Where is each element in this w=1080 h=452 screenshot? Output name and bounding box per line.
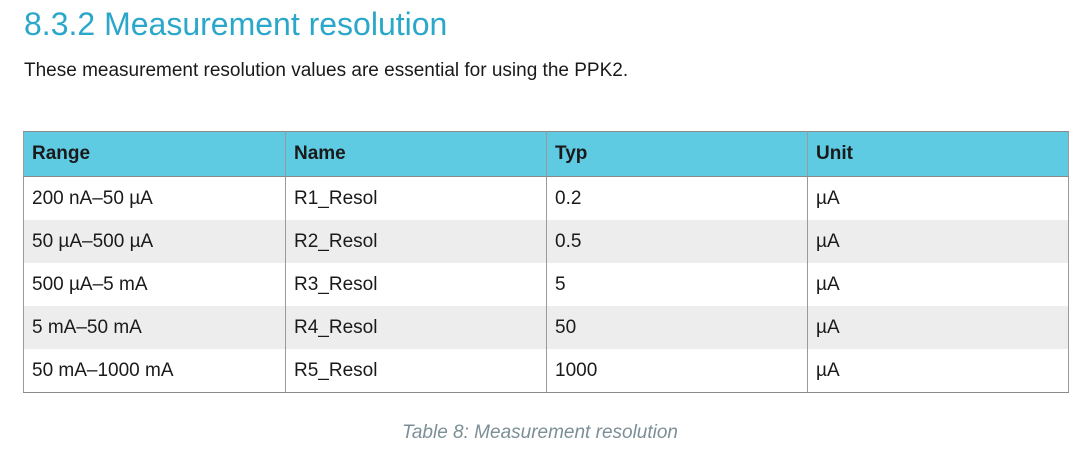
cell-name: R2_Resol [285,220,547,263]
cell-range: 200 nA–50 µA [23,176,286,220]
cell-unit: µA [807,263,1069,306]
table-row: 50 mA–1000 mA R5_Resol 1000 µA [23,349,1069,393]
table-header: Range Name Typ Unit [23,131,1069,177]
table-caption: Table 8: Measurement resolution [401,422,678,443]
cell-name: R1_Resol [285,176,547,220]
cell-unit: µA [807,220,1069,263]
cell-range: 500 µA–5 mA [23,263,286,306]
cell-typ: 0.5 [546,220,808,263]
table-row: 200 nA–50 µA R1_Resol 0.2 µA [23,176,1069,220]
table-row: 500 µA–5 mA R3_Resol 5 µA [23,263,1069,306]
cell-name: R5_Resol [285,349,547,393]
header-name: Name [285,131,547,177]
header-typ: Typ [546,131,808,177]
cell-typ: 1000 [546,349,808,393]
table-body: 200 nA–50 µA R1_Resol 0.2 µA 50 µA–500 µ… [23,176,1069,393]
cell-unit: µA [807,349,1069,393]
table-row: 50 µA–500 µA R2_Resol 0.5 µA [23,220,1069,263]
cell-typ: 50 [546,306,808,349]
cell-typ: 5 [546,263,808,306]
cell-name: R3_Resol [285,263,547,306]
measurement-resolution-table: Range Name Typ Unit 200 nA–50 µA R1_Reso… [23,131,1069,393]
section-heading: 8.3.2 Measurement resolution [24,6,448,42]
header-range: Range [23,131,286,177]
header-unit: Unit [807,131,1069,177]
cell-typ: 0.2 [546,176,808,220]
cell-range: 50 µA–500 µA [23,220,286,263]
table-header-row: Range Name Typ Unit [23,131,1069,177]
intro-paragraph: These measurement resolution values are … [24,60,629,81]
cell-range: 5 mA–50 mA [23,306,286,349]
table-row: 5 mA–50 mA R4_Resol 50 µA [23,306,1069,349]
cell-name: R4_Resol [285,306,547,349]
cell-unit: µA [807,176,1069,220]
cell-range: 50 mA–1000 mA [23,349,286,393]
cell-unit: µA [807,306,1069,349]
